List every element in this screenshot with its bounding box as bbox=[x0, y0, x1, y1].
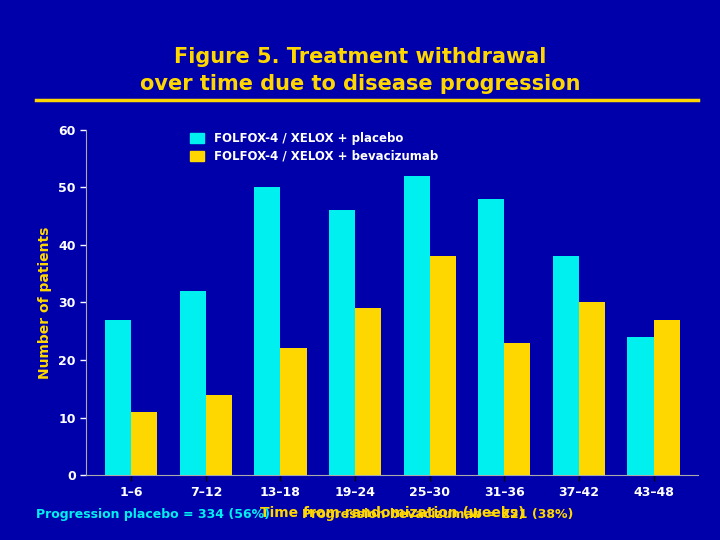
Bar bbox=[180, 291, 206, 475]
Bar bbox=[329, 210, 355, 475]
Bar bbox=[355, 308, 381, 475]
X-axis label: Time from randomization (weeks): Time from randomization (weeks) bbox=[260, 505, 525, 519]
Bar bbox=[404, 176, 430, 475]
Y-axis label: Number of patients: Number of patients bbox=[37, 226, 52, 379]
Bar bbox=[206, 395, 232, 475]
Bar bbox=[579, 302, 605, 475]
Bar bbox=[281, 348, 307, 475]
Legend: FOLFOX-4 / XELOX + placebo, FOLFOX-4 / XELOX + bevacizumab: FOLFOX-4 / XELOX + placebo, FOLFOX-4 / X… bbox=[190, 132, 438, 163]
Bar bbox=[254, 187, 281, 475]
Text: Progression bevacizumab = 221 (38%): Progression bevacizumab = 221 (38%) bbox=[302, 508, 574, 522]
Bar bbox=[654, 320, 680, 475]
Bar bbox=[131, 412, 157, 475]
Bar bbox=[553, 256, 579, 475]
Bar bbox=[105, 320, 131, 475]
Text: over time due to disease progression: over time due to disease progression bbox=[140, 73, 580, 94]
Text: Figure 5. Treatment withdrawal: Figure 5. Treatment withdrawal bbox=[174, 46, 546, 67]
Bar bbox=[478, 199, 504, 475]
Bar bbox=[628, 337, 654, 475]
Bar bbox=[430, 256, 456, 475]
Bar bbox=[504, 343, 531, 475]
Text: Progression placebo = 334 (56%): Progression placebo = 334 (56%) bbox=[36, 508, 270, 522]
